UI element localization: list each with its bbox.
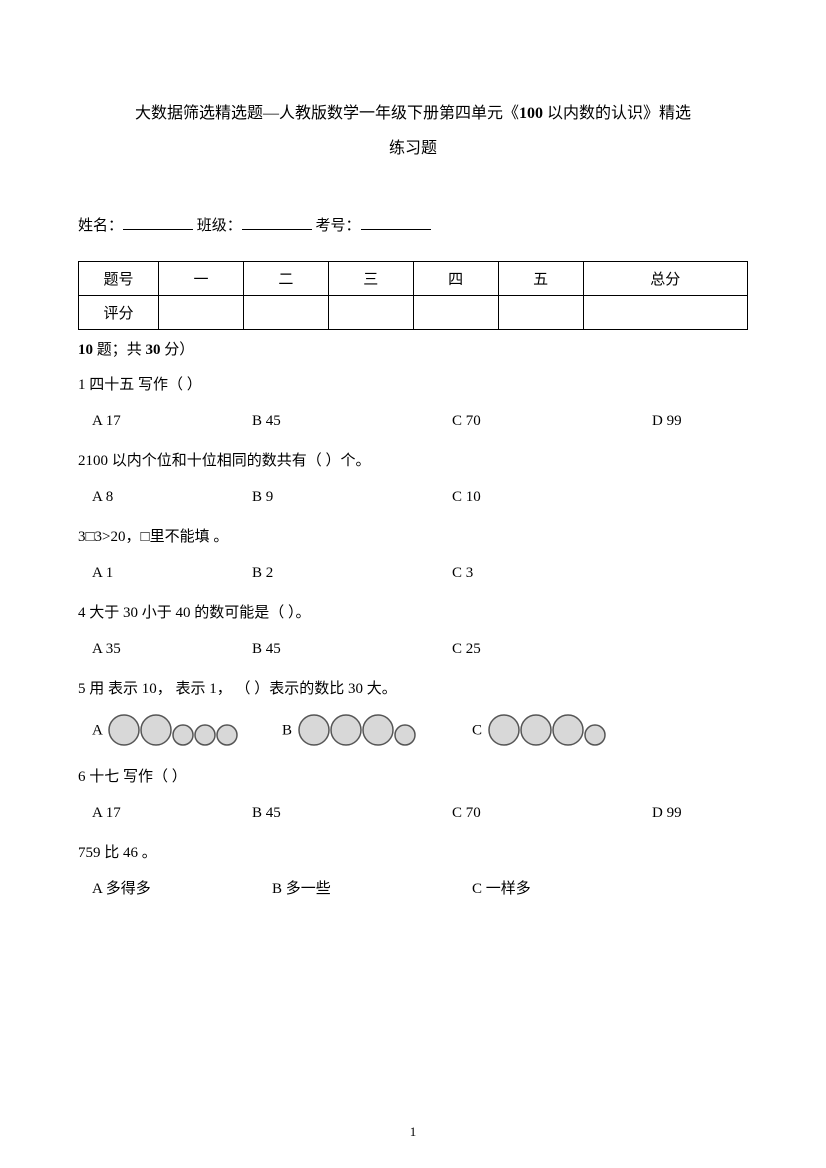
examno-label: 考号： (316, 218, 361, 234)
question-5: 5 用 表示 10， 表示 1， （ ）表示的数比 30 大。 A B C (78, 677, 748, 749)
circles-icon (486, 713, 610, 749)
note-suffix: 分） (161, 342, 195, 358)
option-b[interactable]: B 45 (252, 801, 452, 825)
table-cell: 题号 (79, 261, 159, 295)
circles-icon (106, 713, 242, 749)
option-b[interactable]: B 多一些 (272, 877, 472, 901)
options: A 1 B 2 C 3 (78, 561, 748, 585)
question-text: 6 十七 写作（ ） (78, 765, 748, 789)
question-2: 2100 以内个位和十位相同的数共有（ ）个。 A 8 B 9 C 10 (78, 449, 748, 509)
title-prefix: 大数据筛选精选题—人教版数学一年级下册第四单元《 (135, 105, 519, 122)
question-4: 4 大于 30 小于 40 的数可能是（ ）。 A 35 B 45 C 25 (78, 601, 748, 661)
name-blank[interactable] (123, 214, 193, 230)
option-c[interactable]: C 10 (452, 485, 652, 509)
section-note: 10 题；共 30 分） (78, 338, 748, 359)
option-a[interactable]: A 多得多 (92, 877, 272, 901)
options: A 17 B 45 C 70 D 99 (78, 801, 748, 825)
question-text: 5 用 表示 10， 表示 1， （ ）表示的数比 30 大。 (78, 677, 748, 701)
table-cell: 总分 (583, 261, 747, 295)
note-bold-2: 30 (146, 342, 161, 358)
table-cell: 二 (243, 261, 328, 295)
note-bold-1: 10 (78, 342, 93, 358)
note-mid: 题；共 (93, 342, 146, 358)
question-text: 3□3>20，□里不能填 。 (78, 525, 748, 549)
option-b[interactable]: B 2 (252, 561, 452, 585)
question-text: 759 比 46 。 (78, 841, 748, 865)
option-b[interactable]: B 45 (252, 637, 452, 661)
option-c[interactable]: C 70 (452, 409, 652, 433)
table-cell[interactable] (413, 295, 498, 329)
question-text: 1 四十五 写作（ ） (78, 373, 748, 397)
question-3: 3□3>20，□里不能填 。 A 1 B 2 C 3 (78, 525, 748, 585)
table-cell[interactable] (498, 295, 583, 329)
option-a[interactable]: A (92, 713, 282, 749)
options: A 17 B 45 C 70 D 99 (78, 409, 748, 433)
table-cell: 三 (328, 261, 413, 295)
option-d[interactable]: D 99 (652, 801, 682, 825)
title-bold: 100 (519, 105, 543, 122)
option-b-label: B (282, 722, 292, 738)
question-6: 6 十七 写作（ ） A 17 B 45 C 70 D 99 (78, 765, 748, 825)
question-text: 2100 以内个位和十位相同的数共有（ ）个。 (78, 449, 748, 473)
table-cell[interactable] (159, 295, 244, 329)
option-a-label: A (92, 722, 102, 738)
table-cell: 评分 (79, 295, 159, 329)
option-a[interactable]: A 17 (92, 409, 252, 433)
option-c-label: C (472, 722, 482, 738)
option-a[interactable]: A 1 (92, 561, 252, 585)
options: A 多得多 B 多一些 C 一样多 (78, 877, 748, 901)
page-number: 1 (0, 1124, 826, 1140)
options: A 8 B 9 C 10 (78, 485, 748, 509)
question-text: 4 大于 30 小于 40 的数可能是（ ）。 (78, 601, 748, 625)
circles-icon (296, 713, 420, 749)
option-a[interactable]: A 17 (92, 801, 252, 825)
table-cell[interactable] (243, 295, 328, 329)
option-a[interactable]: A 35 (92, 637, 252, 661)
option-b[interactable]: B 45 (252, 409, 452, 433)
option-c[interactable]: C (472, 713, 610, 749)
table-cell[interactable] (328, 295, 413, 329)
title-suffix: 以内数的认识》精选 (543, 105, 691, 122)
examno-blank[interactable] (361, 214, 431, 230)
table-cell: 五 (498, 261, 583, 295)
option-d[interactable]: D 99 (652, 409, 682, 433)
table-cell: 四 (413, 261, 498, 295)
question-1: 1 四十五 写作（ ） A 17 B 45 C 70 D 99 (78, 373, 748, 433)
table-row: 题号 一 二 三 四 五 总分 (79, 261, 748, 295)
document-title: 大数据筛选精选题—人教版数学一年级下册第四单元《100 以内数的认识》精选 练习… (78, 100, 748, 164)
option-c[interactable]: C 一样多 (472, 877, 531, 901)
student-info-line: 姓名： 班级： 考号： (78, 214, 748, 235)
class-blank[interactable] (242, 214, 312, 230)
options: A 35 B 45 C 25 (78, 637, 748, 661)
option-b[interactable]: B (282, 713, 472, 749)
option-b[interactable]: B 9 (252, 485, 452, 509)
options: A B C (78, 713, 748, 749)
name-label: 姓名： (78, 218, 123, 234)
class-label: 班级： (197, 218, 242, 234)
table-row: 评分 (79, 295, 748, 329)
question-7: 759 比 46 。 A 多得多 B 多一些 C 一样多 (78, 841, 748, 901)
title-line-2: 练习题 (78, 135, 748, 164)
title-line-1: 大数据筛选精选题—人教版数学一年级下册第四单元《100 以内数的认识》精选 (78, 100, 748, 129)
option-c[interactable]: C 25 (452, 637, 652, 661)
option-c[interactable]: C 70 (452, 801, 652, 825)
score-table: 题号 一 二 三 四 五 总分 评分 (78, 261, 748, 330)
table-cell: 一 (159, 261, 244, 295)
table-cell[interactable] (583, 295, 747, 329)
option-c[interactable]: C 3 (452, 561, 652, 585)
option-a[interactable]: A 8 (92, 485, 252, 509)
